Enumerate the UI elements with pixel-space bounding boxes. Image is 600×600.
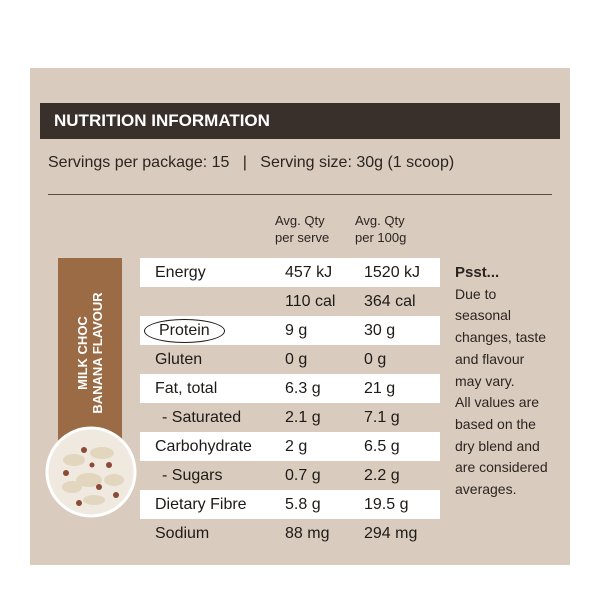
- per-100g: 21 g: [364, 380, 396, 397]
- per-serve: 88 mg: [285, 525, 330, 542]
- table-row: Fat, total 6.3 g 21 g: [140, 374, 440, 403]
- nutrient-name: Sodium: [155, 525, 210, 542]
- per-serve: 0.7 g: [285, 467, 321, 484]
- column-header: Avg. Qty per serve: [275, 212, 329, 246]
- per-100g: 0 g: [364, 351, 387, 368]
- per-serve: 6.3 g: [285, 380, 321, 397]
- per-100g: 364 cal: [364, 293, 416, 310]
- note-line: may vary.: [455, 372, 515, 389]
- note: Psst... Due to seasonal changes, taste and f…: [455, 262, 548, 501]
- table-row: Gluten 0 g 0 g: [140, 345, 440, 374]
- note-line: dry blend and: [455, 437, 540, 454]
- nutrient-name: Protein: [144, 319, 225, 343]
- nutrient-name: Dietary Fibre: [155, 496, 247, 513]
- column-header-line: per serve: [275, 230, 330, 245]
- column-header: Avg. Qty per 100g: [355, 212, 406, 246]
- per-100g: 30 g: [364, 322, 396, 339]
- nutrient-name: - Saturated: [162, 409, 242, 426]
- nutrient-name: Energy: [155, 264, 206, 281]
- per-100g: 2.2 g: [364, 467, 400, 484]
- per-serve: 457 kJ: [285, 264, 333, 281]
- note-line: are considered: [455, 459, 548, 476]
- flavour-text: MILK CHOC BANANA FLAVOUR: [75, 292, 105, 413]
- servings-package: Servings per package: 15: [48, 154, 230, 171]
- column-header-line: Avg. Qty: [275, 213, 325, 228]
- nutrient-name: - Sugars: [162, 467, 223, 484]
- flavour-tab: MILK CHOC BANANA FLAVOUR: [58, 258, 122, 448]
- note-line: and flavour: [455, 350, 525, 367]
- per-serve: 2.1 g: [285, 409, 321, 426]
- per-100g: 1520 kJ: [364, 264, 421, 281]
- header-bar: NUTRITION INFORMATION: [40, 103, 560, 139]
- per-100g: 19.5 g: [364, 496, 409, 513]
- serving-size: Serving size: 30g (1 scoop): [260, 154, 455, 171]
- per-100g: 294 mg: [364, 525, 418, 542]
- table-row: Dietary Fibre 5.8 g 19.5 g: [140, 490, 440, 519]
- servings-line: Servings per package: 15 | Serving size:…: [48, 154, 454, 172]
- note-title: Psst...: [455, 264, 500, 281]
- table-row: Energy 457 kJ 1520 kJ: [140, 258, 440, 287]
- divider: [48, 194, 552, 195]
- per-100g: 7.1 g: [364, 409, 400, 426]
- per-serve: 2 g: [285, 438, 308, 455]
- table-row: Protein 9 g 30 g: [140, 316, 440, 345]
- column-header-line: per 100g: [355, 230, 407, 245]
- oat-image: [45, 426, 137, 518]
- per-100g: 6.5 g: [364, 438, 400, 455]
- flavour-line: MILK CHOC: [75, 316, 90, 390]
- note-line: based on the: [455, 415, 536, 432]
- per-serve: 9 g: [285, 322, 308, 339]
- table-row: Sodium 88 mg 294 mg: [140, 519, 440, 548]
- note-line: averages.: [455, 481, 517, 498]
- note-line: changes, taste: [455, 329, 547, 346]
- nutrient-name: Carbohydrate: [155, 438, 252, 455]
- nutrient-name: Gluten: [155, 351, 203, 368]
- per-serve: 5.8 g: [285, 496, 321, 513]
- table-row: - Sugars 0.7 g 2.2 g: [140, 461, 440, 490]
- table-row: Carbohydrate 2 g 6.5 g: [140, 432, 440, 461]
- note-line: All values are: [455, 394, 540, 411]
- note-line: seasonal: [455, 307, 512, 324]
- nutrient-name: Fat, total: [155, 380, 218, 397]
- per-serve: 0 g: [285, 351, 308, 368]
- column-header-line: Avg. Qty: [355, 213, 405, 228]
- separator: |: [242, 154, 247, 171]
- table-row: 110 cal 364 cal: [140, 287, 440, 316]
- note-line: Due to: [455, 285, 497, 302]
- flavour-line: BANANA FLAVOUR: [90, 292, 105, 414]
- per-serve: 110 cal: [285, 293, 336, 310]
- table-row: - Saturated 2.1 g 7.1 g: [140, 403, 440, 432]
